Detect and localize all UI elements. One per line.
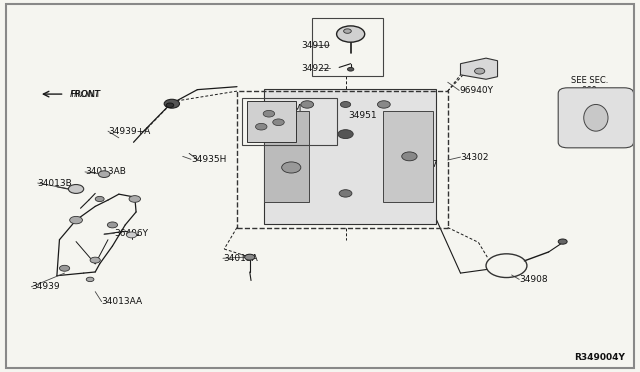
FancyBboxPatch shape — [558, 88, 634, 148]
Circle shape — [255, 124, 267, 130]
Text: FRONT: FRONT — [70, 90, 100, 99]
Circle shape — [344, 29, 351, 33]
Circle shape — [301, 101, 314, 108]
Text: 34013A: 34013A — [223, 254, 258, 263]
Text: 34302: 34302 — [461, 153, 489, 161]
Circle shape — [164, 99, 179, 108]
Text: FRONT: FRONT — [70, 90, 100, 99]
Text: 34980+A: 34980+A — [246, 118, 289, 127]
Text: 34908: 34908 — [519, 275, 548, 284]
Circle shape — [127, 232, 137, 238]
Text: 34950M: 34950M — [266, 104, 302, 113]
Circle shape — [402, 152, 417, 161]
Text: 34939: 34939 — [31, 282, 60, 291]
Ellipse shape — [584, 105, 608, 131]
Circle shape — [280, 130, 296, 138]
Circle shape — [338, 130, 353, 138]
Circle shape — [273, 119, 284, 126]
Text: 34922: 34922 — [301, 64, 330, 73]
Circle shape — [337, 26, 365, 42]
Text: R349004Y: R349004Y — [574, 353, 625, 362]
Circle shape — [129, 196, 141, 202]
Circle shape — [263, 110, 275, 117]
Text: 34957: 34957 — [410, 160, 438, 169]
Circle shape — [558, 239, 567, 244]
Circle shape — [244, 254, 255, 260]
FancyBboxPatch shape — [264, 111, 308, 202]
Circle shape — [474, 68, 484, 74]
Text: 34013AB: 34013AB — [85, 167, 126, 176]
Circle shape — [339, 190, 352, 197]
Text: 34910: 34910 — [301, 41, 330, 50]
Circle shape — [68, 185, 84, 193]
Circle shape — [282, 162, 301, 173]
Text: 36406Y: 36406Y — [115, 229, 148, 238]
Circle shape — [60, 265, 70, 271]
Text: 34980+B: 34980+B — [268, 186, 310, 195]
FancyBboxPatch shape — [264, 89, 436, 224]
Text: 24341Y: 24341Y — [398, 130, 431, 140]
Circle shape — [95, 196, 104, 202]
Text: 34935H: 34935H — [191, 155, 227, 164]
Circle shape — [99, 171, 110, 177]
Text: 34951: 34951 — [349, 111, 378, 120]
Polygon shape — [461, 58, 497, 79]
Circle shape — [378, 101, 390, 108]
Text: 34939+A: 34939+A — [108, 126, 150, 136]
Text: 34013B: 34013B — [38, 179, 72, 187]
Circle shape — [90, 257, 100, 263]
Circle shape — [70, 217, 83, 224]
Text: 34980: 34980 — [246, 130, 275, 140]
Text: 96940Y: 96940Y — [460, 86, 493, 95]
Circle shape — [86, 277, 94, 282]
Text: SEE SEC.: SEE SEC. — [571, 76, 608, 85]
Text: 969: 969 — [582, 86, 597, 95]
Text: 34013AA: 34013AA — [102, 297, 143, 306]
Circle shape — [108, 222, 118, 228]
Circle shape — [348, 67, 354, 71]
FancyBboxPatch shape — [383, 111, 433, 202]
FancyBboxPatch shape — [247, 101, 296, 141]
Circle shape — [166, 103, 173, 108]
Circle shape — [340, 102, 351, 108]
